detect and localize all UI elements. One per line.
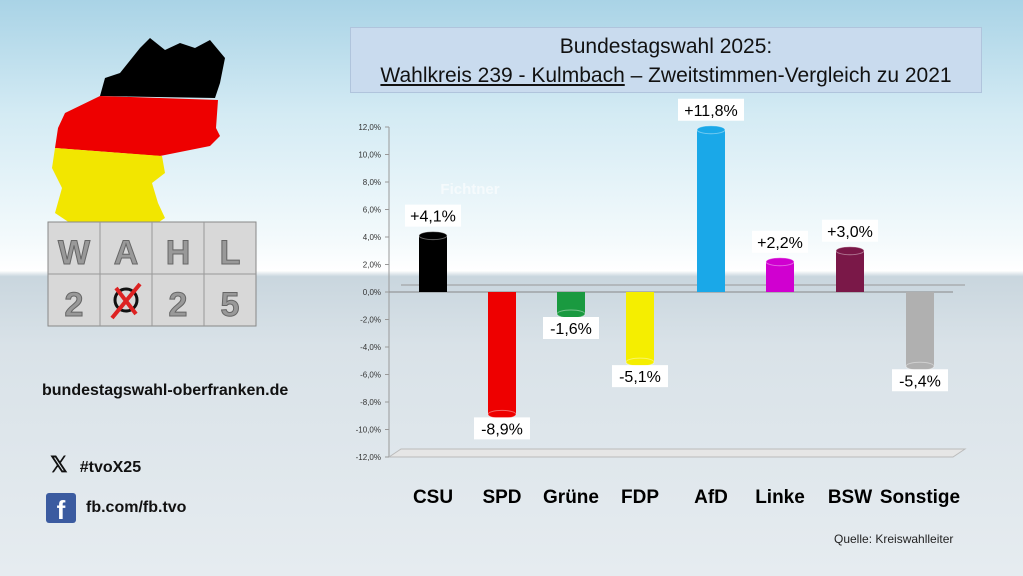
y-tick-label: 0,0% bbox=[363, 288, 381, 297]
bar-sonstige bbox=[906, 292, 934, 367]
svg-text:H: H bbox=[166, 234, 191, 272]
facebook-link[interactable]: f fb.com/fb.tvo bbox=[46, 493, 187, 525]
bar-afd bbox=[697, 129, 725, 292]
facebook-text: fb.com/fb.tvo bbox=[86, 499, 187, 517]
bar-cap bbox=[487, 409, 517, 419]
bar-cap bbox=[765, 257, 795, 267]
bar-cap bbox=[556, 309, 586, 319]
data-label-bg bbox=[543, 317, 599, 339]
svg-text:2: 2 bbox=[169, 286, 188, 324]
category-label: Sonstige bbox=[880, 487, 960, 508]
source-note: Quelle: Kreiswahlleiter bbox=[834, 532, 954, 546]
data-label: -5,1% bbox=[619, 369, 661, 386]
bar-cap bbox=[696, 125, 726, 135]
bar-fdp bbox=[626, 292, 654, 363]
y-tick-label: -6,0% bbox=[360, 371, 381, 380]
bar-linke bbox=[766, 261, 794, 292]
y-tick-label: -12,0% bbox=[356, 453, 381, 462]
category-label: Grüne bbox=[543, 487, 599, 508]
y-tick-label: 4,0% bbox=[363, 233, 381, 242]
svg-text:A: A bbox=[114, 234, 139, 272]
facebook-icon: f bbox=[46, 493, 76, 525]
x-handle-text: #tvoX25 bbox=[79, 459, 142, 476]
data-label-bg bbox=[405, 204, 461, 227]
bar-cap bbox=[905, 361, 935, 371]
category-label: BSW bbox=[828, 487, 872, 508]
data-label-bg bbox=[612, 365, 668, 388]
title-line1: Bundestagswahl 2025: bbox=[559, 35, 773, 58]
svg-text:L: L bbox=[220, 234, 241, 272]
data-label: -1,6% bbox=[550, 321, 592, 338]
y-tick-label: -10,0% bbox=[356, 426, 381, 435]
y-tick-label: -4,0% bbox=[360, 343, 381, 352]
y-tick-label: 10,0% bbox=[358, 151, 381, 160]
category-label: AfD bbox=[694, 487, 728, 508]
bar-cap bbox=[835, 246, 865, 256]
category-label: FDP bbox=[621, 487, 659, 508]
y-tick-label: 2,0% bbox=[363, 261, 381, 270]
data-label-bg bbox=[822, 219, 878, 242]
bar-cap bbox=[418, 231, 448, 241]
y-tick-label: -8,0% bbox=[360, 398, 381, 407]
floor bbox=[387, 448, 967, 458]
svg-text:5: 5 bbox=[221, 286, 240, 324]
watermark: Fichtner bbox=[440, 181, 499, 198]
svg-text:W: W bbox=[58, 234, 91, 272]
bar-grüne bbox=[557, 292, 585, 314]
chart-title-box: Bundestagswahl 2025: Wahlkreis 239 - Kul… bbox=[350, 27, 982, 93]
title-rest: – Zweitstimmen-Vergleich zu 2021 bbox=[624, 64, 952, 87]
bar-bsw bbox=[836, 250, 864, 292]
y-tick-label: 8,0% bbox=[363, 178, 381, 187]
data-label: -5,4% bbox=[899, 373, 941, 390]
x-logo-icon: 𝕏 bbox=[50, 452, 68, 477]
data-label: +2,2% bbox=[757, 235, 803, 252]
data-label-bg bbox=[752, 230, 808, 253]
bar-csu bbox=[419, 235, 447, 292]
svg-text:2: 2 bbox=[65, 286, 84, 324]
wahlkreis-name: Wahlkreis 239 - Kulmbach bbox=[380, 64, 625, 87]
category-label: CSU bbox=[413, 487, 453, 508]
y-tick-label: 6,0% bbox=[363, 206, 381, 215]
data-label-bg bbox=[474, 417, 530, 440]
bar-spd bbox=[488, 292, 516, 415]
title-line2: Wahlkreis 239 - Kulmbach – Zweitstimmen-… bbox=[351, 61, 981, 90]
data-label: +11,8% bbox=[684, 103, 738, 120]
data-label: +4,1% bbox=[410, 209, 456, 226]
x-handle[interactable]: 𝕏 #tvoX25 bbox=[50, 452, 141, 478]
bar-cap bbox=[625, 357, 655, 367]
y-tick-label: 12,0% bbox=[358, 123, 381, 132]
website-link[interactable]: bundestagswahl-oberfranken.de bbox=[42, 382, 289, 399]
data-label-bg bbox=[678, 98, 744, 121]
data-label-bg bbox=[892, 369, 948, 392]
data-label: +3,0% bbox=[827, 224, 873, 241]
y-tick-label: -2,0% bbox=[360, 316, 381, 325]
data-label: -8,9% bbox=[481, 421, 523, 438]
category-label: Linke bbox=[755, 487, 805, 508]
category-label: SPD bbox=[482, 487, 521, 508]
